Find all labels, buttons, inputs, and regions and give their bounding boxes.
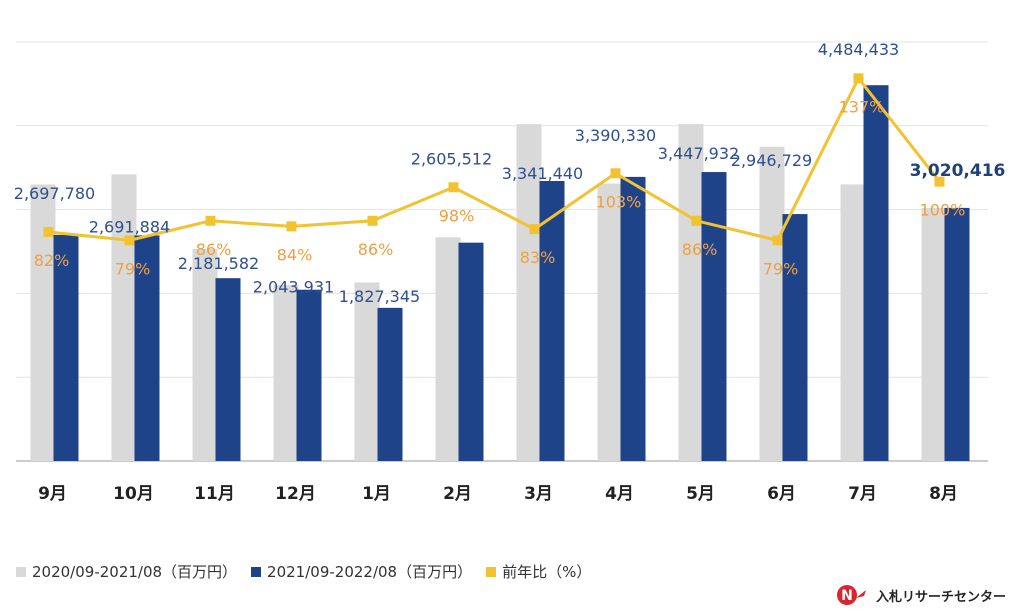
bar-prev-4 <box>354 282 380 461</box>
percent-label-9: 79% <box>763 259 799 278</box>
bar-curr-11 <box>944 207 970 461</box>
bar-curr-7 <box>620 176 646 461</box>
value-label-9: 2,946,729 <box>731 151 812 170</box>
percent-label-5: 98% <box>439 206 475 225</box>
ratio-point-7 <box>610 168 621 179</box>
bar-prev-1 <box>111 174 137 462</box>
bars-previous-year <box>30 124 947 462</box>
percent-label-4: 86% <box>358 240 394 259</box>
value-label-11: 3,020,416 <box>910 161 1006 181</box>
bar-curr-5 <box>458 242 484 461</box>
value-label-1: 2,691,884 <box>89 217 170 236</box>
bar-prev-7 <box>597 183 623 461</box>
legend: 2020/09-2021/08（百万円） 2021/09-2022/08（百万円… <box>16 561 605 582</box>
percent-labels: 82% 79% 86% 84% 86% 98% 83% 103% 86% 79% 137% 100% <box>34 97 966 278</box>
bars-current-year <box>53 85 970 461</box>
bar-prev-9 <box>759 146 785 461</box>
bar-prev-11 <box>921 207 947 461</box>
brand-logo-icon: N <box>836 585 866 605</box>
bar-curr-0 <box>53 234 79 461</box>
value-label-4: 1,827,345 <box>339 287 420 306</box>
value-label-10: 4,484,433 <box>818 40 899 59</box>
brand-logo-text: 入札リサーチセンター <box>875 589 1006 605</box>
percent-label-0: 82% <box>34 251 70 270</box>
value-label-2: 2,181,582 <box>178 254 259 273</box>
value-label-5: 2,605,512 <box>411 150 492 169</box>
x-tick-7: 4月 <box>605 484 634 504</box>
bar-prev-5 <box>435 237 461 461</box>
bar-curr-2 <box>215 278 241 461</box>
x-tick-4: 1月 <box>362 484 391 504</box>
x-tick-9: 6月 <box>767 484 796 504</box>
legend-swatch-ratio <box>486 566 497 577</box>
x-tick-11: 8月 <box>929 484 958 504</box>
ratio-point-11 <box>934 176 945 187</box>
x-axis-ticks: 9月 10月 11月 12月 1月 2月 3月 4月 5月 6月 7月 8月 <box>38 484 958 504</box>
ratio-line <box>48 75 941 243</box>
percent-label-1: 79% <box>115 259 151 278</box>
percent-label-6: 83% <box>520 248 556 267</box>
ratio-point-5 <box>448 182 459 193</box>
legend-swatch-prev <box>16 566 26 577</box>
chart: 2,697,780 2,691,884 2,181,582 2,043,931 1,82… <box>14 40 1006 504</box>
percent-label-3: 84% <box>277 245 313 264</box>
legend-label-prev: 2020/09-2021/08（百万円） <box>32 563 238 581</box>
ratio-point-2 <box>205 215 216 226</box>
value-label-6: 3,341,440 <box>502 164 583 183</box>
ratio-point-1 <box>124 235 135 246</box>
x-tick-0: 9月 <box>38 484 67 504</box>
x-tick-3: 12月 <box>275 484 316 504</box>
brand-logo: N 入札リサーチセンター <box>836 584 1006 606</box>
x-tick-1: 10月 <box>113 484 154 504</box>
percent-label-11: 100% <box>920 201 966 220</box>
bar-curr-4 <box>377 307 403 461</box>
ratio-point-0 <box>43 226 54 237</box>
value-label-8: 3,447,932 <box>658 144 739 163</box>
svg-text:N: N <box>841 588 853 604</box>
bar-prev-3 <box>273 285 299 461</box>
bar-curr-9 <box>782 214 808 461</box>
gridlines <box>16 41 988 462</box>
legend-label-ratio: 前年比（%） <box>502 563 592 581</box>
value-labels: 2,697,780 2,691,884 2,181,582 2,043,931 1,82… <box>14 40 1006 306</box>
bar-prev-2 <box>192 248 218 461</box>
bar-curr-1 <box>134 235 160 461</box>
percent-label-10: 137% <box>839 97 885 116</box>
bar-curr-8 <box>701 172 727 461</box>
percent-label-2: 86% <box>196 240 232 259</box>
legend-item-ratio: 前年比（%） <box>486 561 591 582</box>
ratio-point-8 <box>691 215 702 226</box>
ratio-point-10 <box>853 73 864 84</box>
legend-label-curr: 2021/09-2022/08（百万円） <box>267 563 473 581</box>
legend-swatch-curr <box>251 566 262 577</box>
bar-curr-10 <box>863 85 889 461</box>
ratio-point-9 <box>772 235 783 246</box>
value-label-7: 3,390,330 <box>575 126 656 145</box>
bar-prev-10 <box>840 184 866 461</box>
legend-item-curr: 2021/09-2022/08（百万円） <box>251 561 472 582</box>
x-tick-8: 5月 <box>686 484 715 504</box>
x-tick-2: 11月 <box>194 484 235 504</box>
x-tick-5: 2月 <box>443 484 472 504</box>
legend-item-prev: 2020/09-2021/08（百万円） <box>16 561 237 582</box>
value-label-0: 2,697,780 <box>14 184 95 203</box>
value-label-3: 2,043,931 <box>253 278 334 297</box>
ratio-line-series <box>43 73 945 246</box>
ratio-point-4 <box>367 215 378 226</box>
bar-curr-3 <box>296 289 322 461</box>
x-tick-10: 7月 <box>848 484 877 504</box>
bar-prev-0 <box>30 184 56 461</box>
percent-label-8: 86% <box>682 240 718 259</box>
percent-label-7: 103% <box>596 192 642 211</box>
bar-prev-6 <box>516 124 542 462</box>
bar-curr-6 <box>539 180 565 461</box>
x-tick-6: 3月 <box>524 484 553 504</box>
ratio-point-6 <box>529 224 540 235</box>
ratio-point-3 <box>286 221 297 232</box>
bar-prev-8 <box>678 124 704 462</box>
